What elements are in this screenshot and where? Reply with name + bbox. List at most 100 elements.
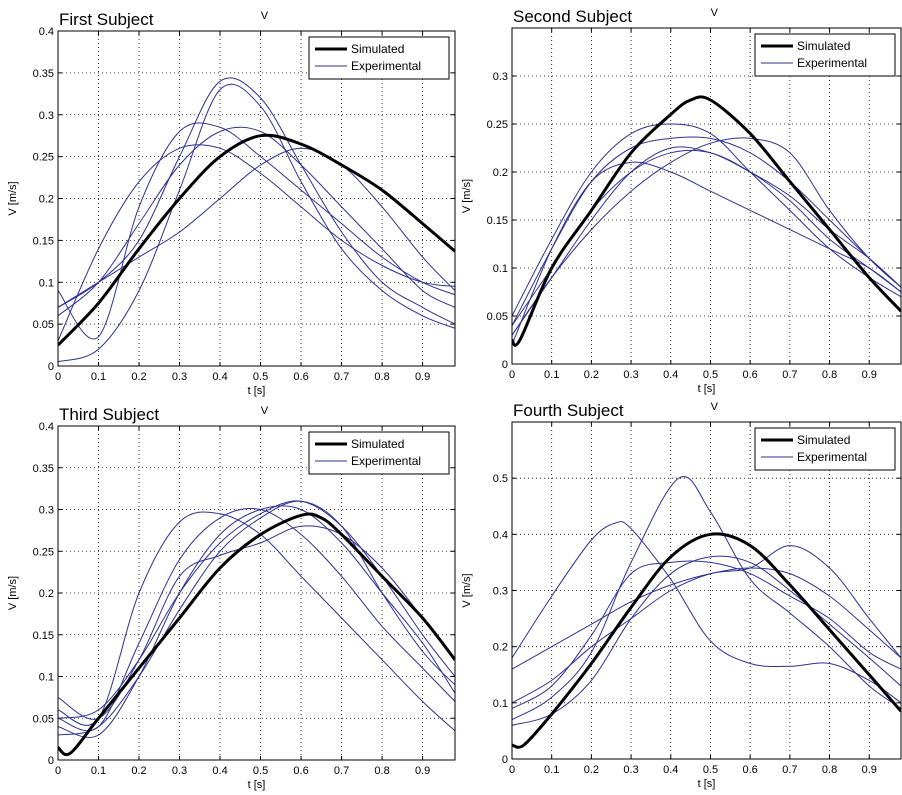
experimental-series-line — [58, 505, 455, 738]
axes-box — [511, 27, 902, 365]
y-tick-label: 0.5 — [493, 473, 508, 485]
simulated-series-line — [58, 512, 455, 757]
x-tick-label: 0.1 — [544, 764, 559, 776]
axes-box — [511, 421, 902, 760]
legend-entry-label: Simulated — [797, 39, 850, 53]
experimental-series-line — [58, 511, 455, 732]
y-tick-label: 0.3 — [39, 110, 54, 122]
chart-title: Second Subject — [513, 7, 632, 26]
legend-entry-label: Experimental — [351, 59, 421, 73]
y-tick-label: 0.1 — [493, 698, 508, 710]
x-tick-label: 0.6 — [293, 371, 308, 383]
experimental-series-line — [512, 476, 901, 721]
y-tick-label: 0 — [502, 359, 508, 371]
x-tick-label: 0 — [509, 369, 515, 381]
y-tick-label: 0.3 — [493, 71, 508, 83]
y-tick-label: 0.1 — [39, 277, 54, 289]
experimental-series-line — [58, 500, 455, 719]
chart-panel-3: 0 0.1 0.2 0.3 0.4 0.5 0.6 0.7 0.8 0.9 0 0.05 0.1 0.15… — [7, 405, 456, 791]
chart-title: Third Subject — [59, 405, 159, 424]
y-tick-label: 0.25 — [33, 546, 54, 558]
x-axis-label: t [s] — [248, 779, 266, 791]
x-tick-label: 0.8 — [374, 371, 389, 383]
legend-box — [754, 427, 896, 471]
y-tick-label: 0.05 — [33, 319, 54, 331]
x-tick-label: 0.5 — [703, 369, 718, 381]
y-tick-label: 0 — [502, 754, 508, 766]
y-tick-label: 0.1 — [39, 672, 54, 684]
y-tick-label: 0.25 — [487, 119, 508, 131]
x-tick-label: 0.9 — [862, 764, 877, 776]
y-tick-label: 0.05 — [33, 713, 54, 725]
y-tick-label: 0.4 — [39, 421, 54, 433]
x-tick-label: 0.1 — [544, 369, 559, 381]
plot-area — [512, 422, 901, 759]
x-tick-label: 0.5 — [703, 764, 718, 776]
x-tick-label: 0.6 — [743, 369, 758, 381]
legend-box — [754, 33, 896, 77]
experimental-series-line — [512, 560, 901, 709]
x-tick-label: 0.7 — [782, 764, 797, 776]
legend-entry-label: Simulated — [797, 433, 850, 447]
experimental-series-line — [58, 144, 455, 342]
x-tick-label: 0.7 — [782, 369, 797, 381]
x-tick-label: 0.8 — [822, 764, 837, 776]
x-axis-label: t [s] — [698, 383, 716, 395]
x-tick-label: 0.4 — [663, 369, 678, 381]
x-tick-label: 0.4 — [212, 371, 227, 383]
y-tick-label: 0 — [48, 361, 54, 373]
experimental-series-line — [512, 136, 901, 326]
x-tick-label: 0.2 — [584, 369, 599, 381]
y-tick-label: 0.15 — [33, 235, 54, 247]
y-tick-label: 0.35 — [33, 68, 54, 80]
legend-entry-label: Experimental — [797, 56, 867, 70]
chart-title: First Subject — [59, 10, 154, 29]
experimental-series-line — [512, 161, 901, 345]
simulated-series-line — [512, 95, 901, 347]
x-tick-label: 0.3 — [172, 371, 187, 383]
chart-caret-mark: V — [711, 401, 719, 413]
y-axis-label: V [m/s] — [7, 181, 19, 215]
x-tick-label: 0.1 — [91, 765, 106, 777]
legend-entry-label: Experimental — [797, 450, 867, 464]
x-tick-label: 0.6 — [743, 764, 758, 776]
x-tick-label: 0.8 — [822, 369, 837, 381]
x-tick-label: 0.3 — [172, 765, 187, 777]
x-axis-label: t [s] — [248, 385, 266, 397]
y-tick-label: 0.05 — [487, 311, 508, 323]
axes-box — [57, 425, 456, 761]
y-tick-label: 0 — [48, 755, 54, 767]
experimental-series-line — [512, 555, 901, 726]
axes-box — [57, 30, 456, 367]
chart-panel-4: 0 0.1 0.2 0.3 0.4 0.5 0.6 0.7 0.8 0.9 0 0.1 0.2 0.3 0.… — [461, 401, 902, 790]
legend-box — [308, 36, 450, 80]
legend-entry-label: Simulated — [351, 437, 404, 451]
x-tick-label: 0.3 — [623, 369, 638, 381]
y-tick-label: 0.2 — [39, 588, 54, 600]
legend: Simulated Experimental — [754, 427, 896, 471]
experimental-series-line — [512, 545, 901, 704]
chart-caret-mark: V — [711, 7, 719, 19]
simulated-series-line — [58, 133, 455, 347]
x-tick-label: 0.7 — [334, 371, 349, 383]
x-tick-label: 0 — [55, 765, 61, 777]
y-tick-label: 0.1 — [493, 263, 508, 275]
x-tick-label: 0.6 — [293, 765, 308, 777]
y-tick-label: 0.2 — [493, 642, 508, 654]
x-tick-label: 0.7 — [334, 765, 349, 777]
x-tick-label: 0.8 — [374, 765, 389, 777]
chart-panel-2: 0 0.1 0.2 0.3 0.4 0.5 0.6 0.7 0.8 0.9 0 0.05 0.1 0.15… — [461, 7, 902, 395]
y-tick-label: 0.4 — [493, 529, 508, 541]
y-tick-label: 0.3 — [493, 586, 508, 598]
x-tick-label: 0.2 — [131, 371, 146, 383]
experimental-series-line — [58, 500, 455, 736]
plot-area — [512, 28, 901, 364]
y-axis-label: V [m/s] — [7, 576, 19, 610]
chart-panel-1: 0 0.1 0.2 0.3 0.4 0.5 0.6 0.7 0.8 0.9 0 0.05 0.1 0.15… — [7, 10, 456, 397]
y-tick-label: 0.2 — [493, 167, 508, 179]
x-tick-label: 0.4 — [212, 765, 227, 777]
legend: Simulated Experimental — [308, 431, 450, 475]
x-tick-label: 0.2 — [584, 764, 599, 776]
x-tick-label: 0.1 — [91, 371, 106, 383]
